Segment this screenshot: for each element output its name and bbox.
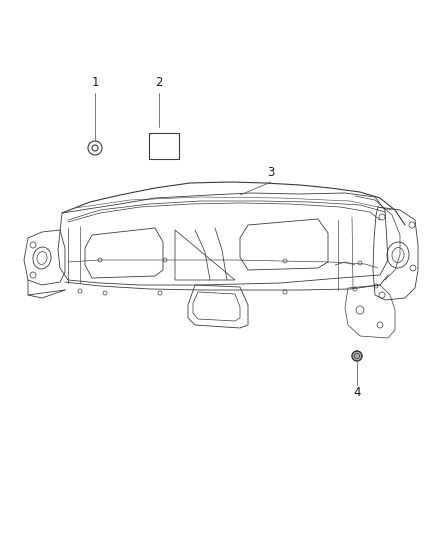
Text: 4: 4 [353,385,361,399]
Text: 2: 2 [155,77,163,90]
Circle shape [352,351,362,361]
Text: 1: 1 [91,77,99,90]
Text: 3: 3 [267,166,275,179]
